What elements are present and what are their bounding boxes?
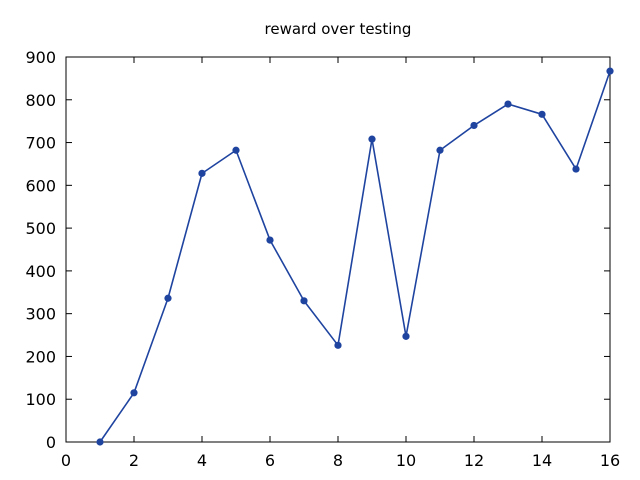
data-point [96,438,104,446]
data-point [130,389,138,397]
y-tick-label: 200 [25,347,56,366]
data-point [232,146,240,154]
data-point [198,169,206,177]
data-point [164,294,172,302]
x-tick-label: 10 [396,451,416,470]
y-tick-label: 500 [25,219,56,238]
y-tick-label: 800 [25,91,56,110]
x-tick-label: 2 [129,451,139,470]
data-point [266,236,274,244]
y-tick-label: 300 [25,305,56,324]
chart-title: reward over testing [265,20,412,38]
x-tick-label: 16 [600,451,620,470]
y-tick-label: 700 [25,134,56,153]
data-point [368,135,376,143]
data-point [606,67,614,75]
y-tick-label: 400 [25,262,56,281]
y-tick-label: 100 [25,390,56,409]
x-tick-label: 0 [61,451,71,470]
x-tick-label: 6 [265,451,275,470]
series-line [99,70,611,443]
y-tick-label: 0 [46,433,56,452]
x-tick-label: 4 [197,451,207,470]
data-point [300,297,308,305]
y-axis: 0 100 200 300 400 500 600 700 800 900 [25,48,610,452]
data-point [436,146,444,154]
series-layer [96,67,614,446]
x-tick-label: 14 [532,451,552,470]
y-tick-label: 600 [25,176,56,195]
data-point [538,110,546,118]
data-point [504,100,512,108]
x-axis: 0 2 4 6 8 10 12 14 16 [61,57,620,470]
data-point [470,121,478,130]
plot-frame [65,56,611,443]
x-tick-label: 8 [333,451,343,470]
x-tick-label: 12 [464,451,484,470]
y-tick-label: 900 [25,48,56,67]
data-point [334,341,342,349]
data-point [572,165,580,173]
data-point [402,332,410,340]
